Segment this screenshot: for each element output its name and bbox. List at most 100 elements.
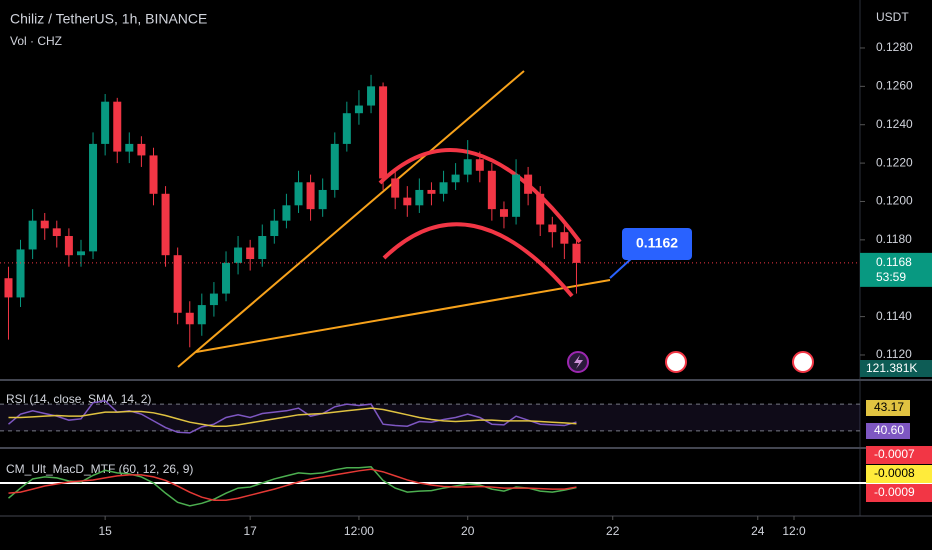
candle-body xyxy=(209,293,218,306)
candle-body xyxy=(451,174,460,183)
macd-value-box xyxy=(866,446,932,464)
macd-line xyxy=(8,465,577,507)
candle-body xyxy=(354,105,363,114)
lightning-icon xyxy=(574,355,583,369)
rsi-line xyxy=(8,399,577,434)
candle-body xyxy=(306,182,315,210)
candle-body xyxy=(101,101,110,144)
x-tick-label: 20 xyxy=(461,524,475,538)
candle-body xyxy=(4,278,13,298)
candle-body xyxy=(125,143,134,152)
candle-body xyxy=(137,143,146,156)
annotation-box xyxy=(622,228,692,260)
rsi-value-label: 43.17 xyxy=(874,400,904,414)
rsi-value-box xyxy=(866,400,910,416)
x-tick-label: 17 xyxy=(243,524,257,538)
macd-value-label: -0.0007 xyxy=(874,447,915,461)
candle-body xyxy=(391,178,400,198)
arc-drawing xyxy=(382,222,574,298)
macd-value-label: -0.0009 xyxy=(874,485,915,499)
macd-value-box xyxy=(866,484,932,502)
candle-body xyxy=(246,247,255,260)
candle-body xyxy=(173,255,182,313)
y-tick-label: 0.1220 xyxy=(876,155,913,169)
candle-body xyxy=(536,193,545,225)
candle-body xyxy=(572,243,581,263)
candle-body xyxy=(439,182,448,194)
candle-body xyxy=(427,189,436,194)
candle-body xyxy=(512,174,521,217)
candle-body xyxy=(113,101,122,152)
chart-title: Chiliz / TetherUS, 1h, BINANCE xyxy=(10,11,207,27)
candle-body xyxy=(234,247,243,263)
flag-icon[interactable] xyxy=(792,351,814,373)
y-tick-label: 0.1240 xyxy=(876,117,913,131)
candle-body xyxy=(330,143,339,190)
trendline xyxy=(177,70,525,368)
y-tick-label: 0.1180 xyxy=(876,232,912,246)
candle-body xyxy=(403,197,412,206)
trendline xyxy=(195,279,611,353)
candle-body xyxy=(318,189,327,210)
candle-body xyxy=(185,312,194,325)
candle-body xyxy=(149,155,158,194)
rsi-band xyxy=(0,404,860,431)
y-tick-label: 0.1120 xyxy=(876,347,912,361)
rsi-value-label: 40.60 xyxy=(874,423,904,437)
annotation-text: 0.1162 xyxy=(636,235,678,251)
candle-body xyxy=(475,159,484,171)
candle-body xyxy=(40,220,49,229)
candle-body xyxy=(524,174,533,194)
last-price-label: 0.1168 xyxy=(876,255,912,269)
y-tick-label: 0.1260 xyxy=(876,79,913,93)
candle-body xyxy=(560,232,569,244)
arc-drawing xyxy=(378,148,582,244)
candle-body xyxy=(222,262,231,294)
candle-body xyxy=(379,86,388,179)
candle-body xyxy=(76,251,85,256)
signal-line xyxy=(8,468,577,502)
rsi-ma-line xyxy=(8,407,577,427)
y-tick-label: 0.1140 xyxy=(876,309,912,323)
volume-title: Vol · CHZ xyxy=(10,34,62,48)
rsi-title: RSI (14, close, SMA, 14, 2) xyxy=(6,392,151,406)
candle-body xyxy=(487,170,496,210)
candle-body xyxy=(463,159,472,175)
candle-body xyxy=(16,249,25,298)
candle-body xyxy=(548,224,557,233)
candle-body xyxy=(294,182,303,206)
candle-body xyxy=(161,193,170,256)
flag-icon[interactable] xyxy=(665,351,687,373)
candle-body xyxy=(197,305,206,325)
candle-body xyxy=(342,113,351,144)
volume-label: 121.381K xyxy=(866,361,917,375)
x-tick-label: 24 xyxy=(751,524,765,538)
candle-body xyxy=(282,205,291,221)
x-tick-label: 12:0 xyxy=(782,524,806,538)
candle-body xyxy=(258,236,267,260)
x-tick-label: 15 xyxy=(98,524,112,538)
candle-body xyxy=(28,220,37,250)
candle-body xyxy=(270,220,279,237)
last-price-box xyxy=(860,252,932,287)
candle-body xyxy=(52,228,61,237)
candle-body xyxy=(415,189,424,206)
x-tick-label: 12:00 xyxy=(344,524,374,538)
candle-body xyxy=(89,143,98,252)
volume-box xyxy=(860,360,932,377)
candle-body xyxy=(499,209,508,217)
y-tick-label: 0.1280 xyxy=(876,40,913,54)
y-tick-label: 0.1200 xyxy=(876,194,913,208)
candle-body xyxy=(64,236,73,256)
macd-title: CM_Ult_MacD_MTF (60, 12, 26, 9) xyxy=(6,462,193,476)
macd-value-box xyxy=(866,465,932,483)
rsi-value-box xyxy=(866,423,910,439)
axis-unit: USDT xyxy=(876,10,909,24)
candle-body xyxy=(367,86,376,106)
x-tick-label: 22 xyxy=(606,524,620,538)
annotation-pointer xyxy=(609,257,633,279)
countdown: 53:59 xyxy=(876,270,906,284)
